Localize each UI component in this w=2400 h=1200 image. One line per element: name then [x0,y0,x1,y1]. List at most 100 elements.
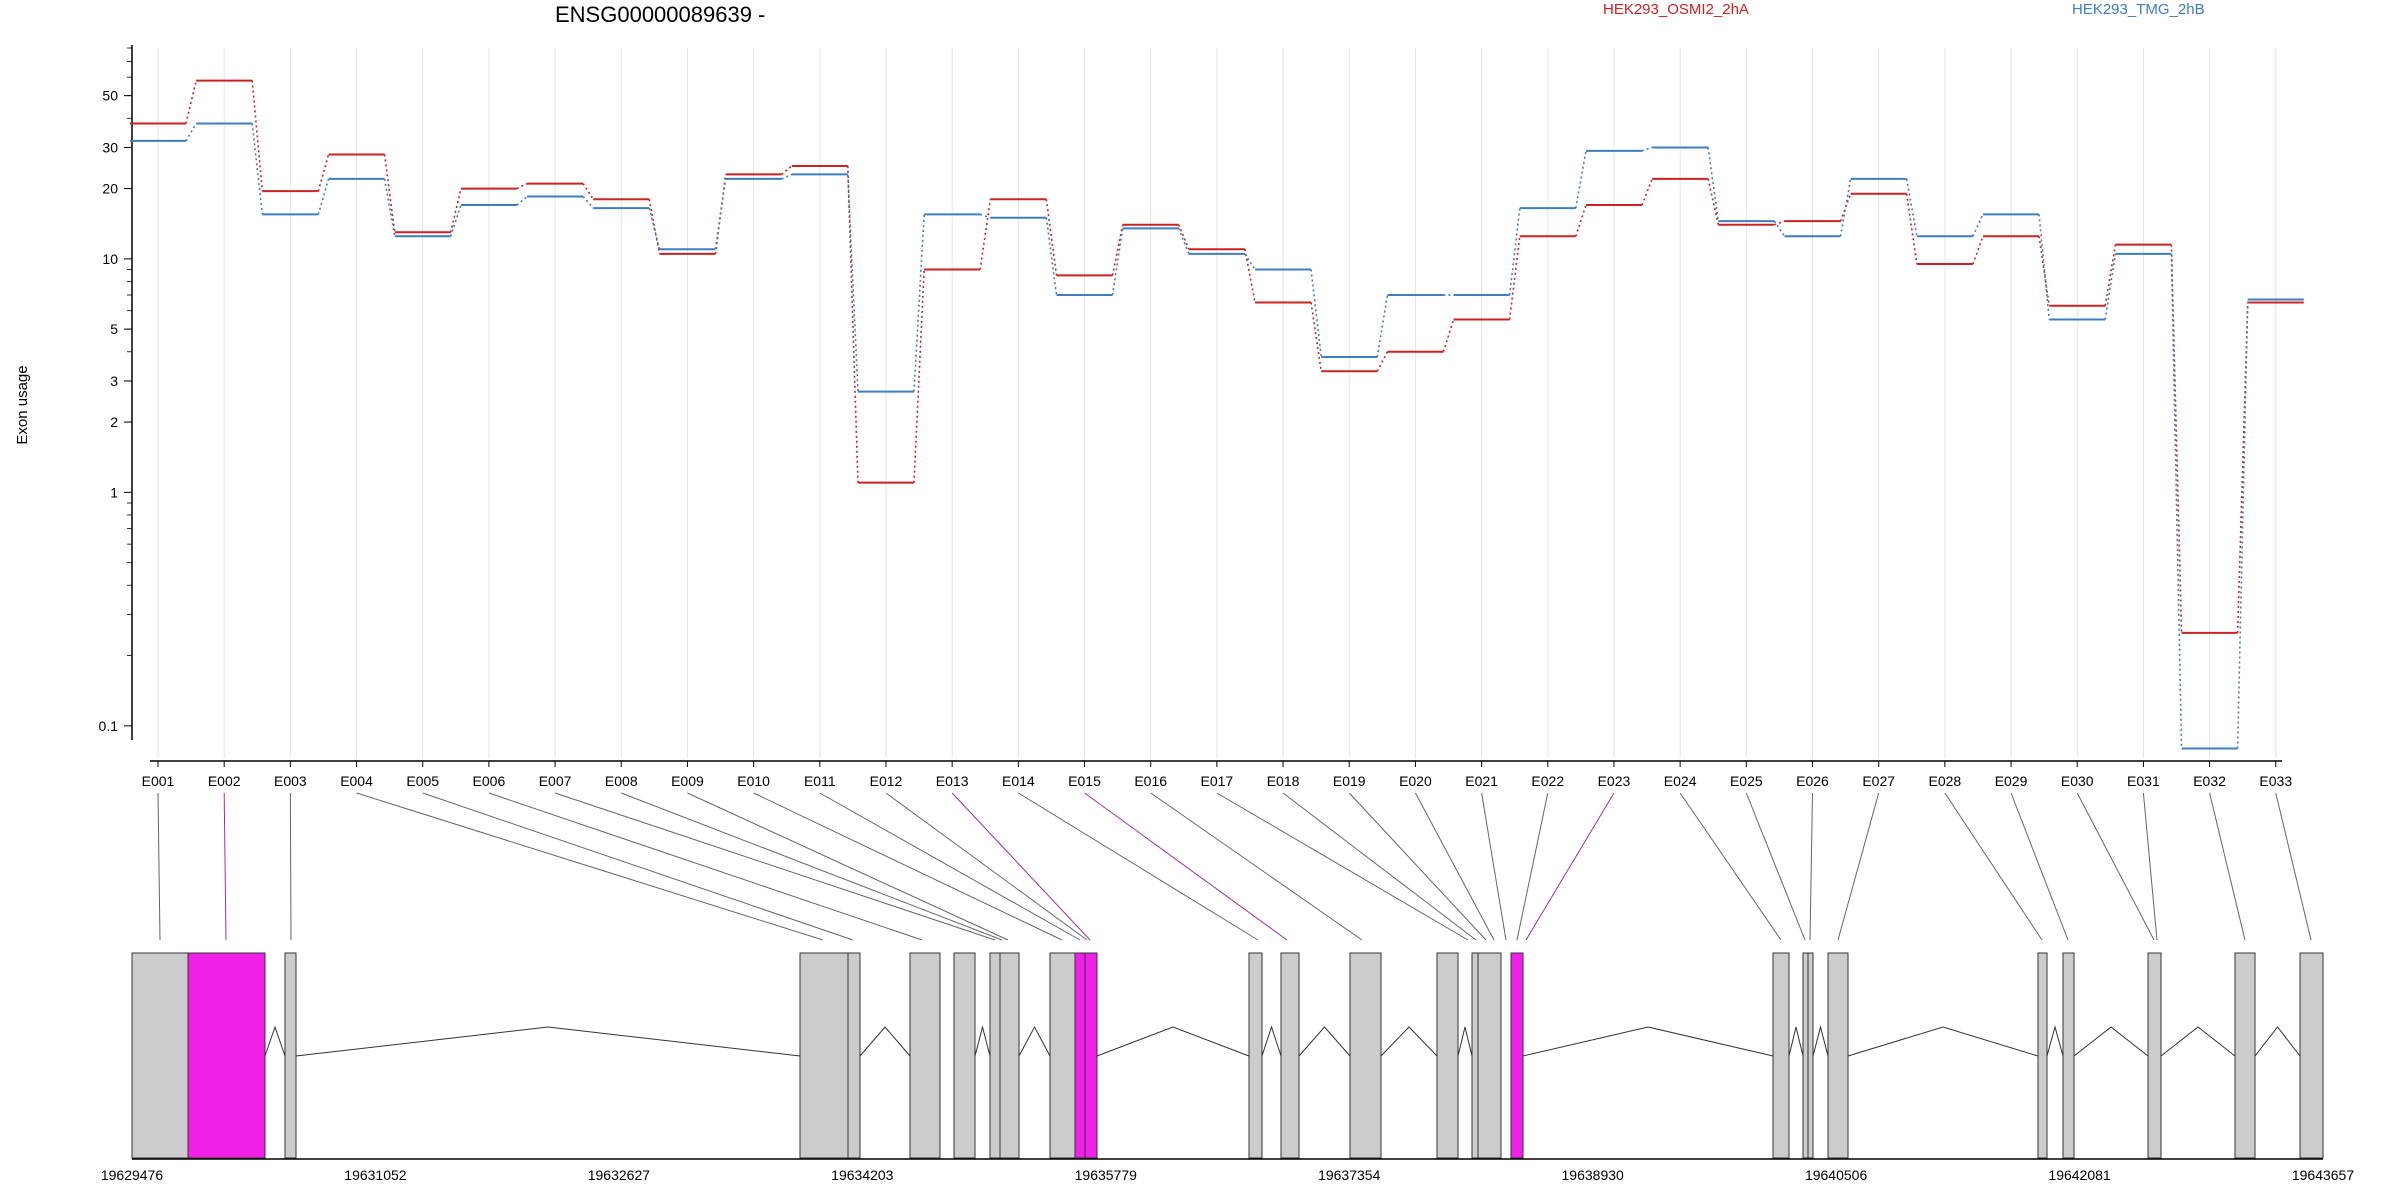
series-connector [449,188,462,233]
x-tick-label: E017 [1201,773,1234,789]
exon-connector [1944,792,2043,941]
x-tick-label: E030 [2061,773,2094,789]
series-connector [516,182,528,190]
series-connector [1707,178,1720,225]
series-connector [1244,253,1256,270]
series-connector [1972,235,1984,265]
x-tick-label: E027 [1862,773,1895,789]
intron-line [1298,1026,1351,1057]
highlighted-exon-block [1510,952,1524,1159]
series-connector [1111,224,1124,276]
series-connector [1641,146,1653,152]
x-tick-label: E004 [340,773,373,789]
exon-block [2299,952,2324,1159]
intron-line [1522,1026,1774,1057]
exon-block [1827,952,1849,1159]
gene-model [131,952,2324,1160]
series-connector [251,80,264,192]
gridlines [157,48,2277,758]
series-connector [979,199,992,270]
series-connector [185,80,197,124]
intron-line [1018,1025,1051,1057]
y-tick-label: 20 [102,181,118,197]
series-connector [1905,178,1918,237]
x-tick-label: E015 [1068,773,1101,789]
intron-line [1261,1025,1282,1057]
series-connector [1442,319,1455,353]
exon-block [1049,952,1076,1159]
exon-block [1248,952,1263,1159]
exon-connector [1745,792,1806,941]
exon-connector [2275,792,2312,941]
intron-line [1847,1026,2039,1057]
y-tick-label: 2 [110,414,118,430]
y-ticks: 0.1 1 2 3 5 10 20 30 50 [99,47,132,734]
intron-line [2073,1026,2149,1057]
exon-connector [2209,792,2246,941]
highlighted-exon-connector [1525,792,1615,941]
y-tick-label: 0.1 [99,718,119,734]
series-connector [1773,220,1786,237]
exon-connector [554,792,996,941]
exon-connector [2076,792,2155,941]
exon-connector [1837,792,1880,941]
genomic-tick-label: 19643657 [2292,1167,2355,1183]
series-connector [1508,207,1521,296]
exon-block [847,952,861,1159]
series-connector [648,199,661,255]
x-tick-label: E021 [1465,773,1498,789]
x-tick-label: E029 [1995,773,2028,789]
y-tick-label: 5 [110,321,118,337]
intron-line [1812,1025,1829,1057]
exon-block [1772,952,1790,1159]
series-connector [1839,178,1852,237]
genomic-ticks: 19629476 19631052 19632627 19634203 19635779… [101,1167,2355,1183]
exon-connector [753,792,1063,941]
exon-connector [1679,792,1782,941]
genomic-tick-label: 19638930 [1562,1167,1625,1183]
series-connector [913,214,925,392]
series-connector [781,165,793,176]
y-tick-label: 3 [110,373,118,389]
exon-block [2147,952,2162,1159]
exon-block [953,952,976,1159]
series-connector [979,213,991,219]
series-connector [847,174,859,392]
x-tick-label: E013 [936,773,969,789]
x-tick-label: E022 [1531,773,1564,789]
series-connector [582,183,594,200]
series-connector [2170,244,2183,633]
intron-line [295,1026,801,1057]
exon-block [1471,952,1479,1159]
x-tick-label: E010 [737,773,770,789]
series-connector [1111,228,1124,296]
x-tick-label: E012 [870,773,903,789]
series-connector [648,207,661,250]
series-connector [516,195,528,206]
exon-block [2234,952,2256,1159]
x-tick-label: E001 [142,773,175,789]
y-tick-label: 1 [110,484,118,500]
x-tick-label: E023 [1598,773,1631,789]
genomic-tick-label: 19629476 [101,1167,164,1183]
x-tick-label: E018 [1267,773,1300,789]
intron-line [264,1025,286,1057]
exon-connectors [157,792,2312,941]
highlighted-exon-connector [951,792,1091,941]
exon-block [284,952,297,1159]
series-connector [2104,244,2117,306]
x-tick-label: E032 [2193,773,2226,789]
exon-block [799,952,849,1159]
exon-connector [157,792,161,941]
y-axis-label: Exon usage [14,365,31,444]
exon-connector [1348,792,1487,941]
x-ticks: E001 E002 E003 E004 E005 E006 E007 E008 E009 E010… [142,761,2292,789]
series-connector [781,173,793,180]
exon-block [1802,952,1809,1159]
exon-block [999,952,1020,1159]
exon-connector [1216,792,1469,941]
intron-line [2160,1026,2236,1057]
x-tick-label: E006 [473,773,506,789]
series-connector [1045,199,1058,276]
exon-block [1807,952,1814,1159]
